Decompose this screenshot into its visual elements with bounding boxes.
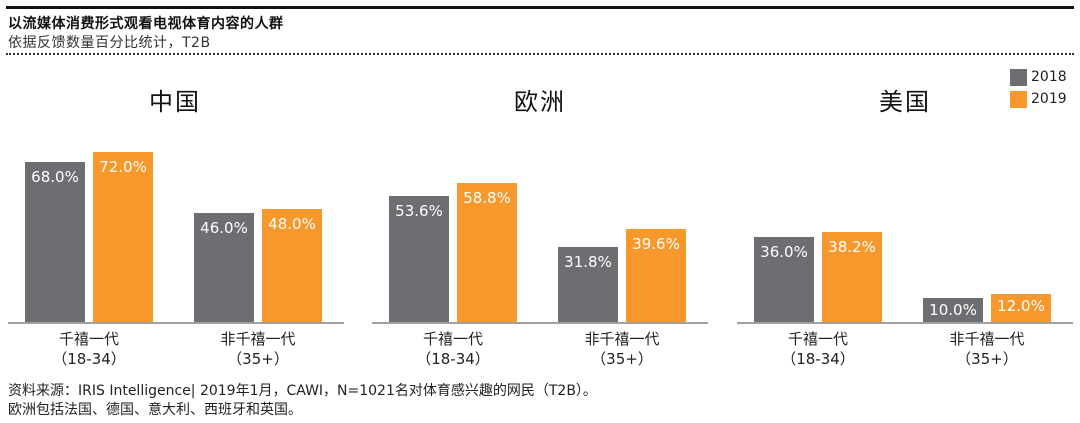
bar-2018: 68.0% [25, 162, 85, 322]
bar-value-label: 48.0% [268, 215, 316, 233]
category-name: 非千禧一代 [220, 330, 296, 348]
category-label: 非千禧一代 （35+） [542, 329, 702, 369]
bar-2019: 48.0% [262, 209, 322, 322]
x-axis-line [8, 322, 344, 324]
panel-title: 中国 [149, 88, 201, 116]
bar-value-label: 31.8% [564, 253, 612, 271]
bar-value-label: 12.0% [997, 297, 1045, 315]
bar-value-label: 53.6% [395, 202, 443, 220]
footnote-note: 欧洲包括法国、德国、意大利、西班牙和英国。 [8, 402, 302, 418]
category-age-range: （18-34） [52, 350, 126, 368]
bar-2018: 36.0% [754, 237, 814, 322]
dotted-divider [6, 53, 1074, 55]
x-axis-line [372, 322, 708, 324]
panel-1: 中国 68.0% 72.0% 千禧一代 （18-34） 46.0% 48.0% 非千禧一代 （3… [8, 0, 344, 423]
footnote: 资料来源：IRIS Intelligence| 2019年1月，CAWI，N=1… [8, 382, 597, 420]
category-label: 非千禧一代 （35+） [907, 329, 1067, 369]
category-label: 千禧一代 （18-34） [373, 329, 533, 369]
chart-subtitle: 依据反馈数量百分比统计，T2B [8, 35, 211, 51]
category-name: 非千禧一代 [584, 330, 660, 348]
legend: 2018 2019 [1010, 66, 1067, 110]
category-age-range: （18-34） [781, 350, 855, 368]
category-name: 千禧一代 [58, 330, 119, 348]
bar-value-label: 36.0% [760, 243, 808, 261]
bar-value-label: 68.0% [31, 168, 79, 186]
legend-swatch-2018 [1010, 68, 1027, 86]
bar-value-label: 72.0% [99, 158, 147, 176]
bar-value-label: 10.0% [929, 301, 977, 319]
category-label: 千禧一代 （18-34） [9, 329, 169, 369]
category-label: 非千禧一代 （35+） [178, 329, 338, 369]
legend-label: 2019 [1031, 91, 1067, 107]
footnote-source: 资料来源：IRIS Intelligence| 2019年1月，CAWI，N=1… [8, 383, 597, 399]
bar-2018: 46.0% [194, 213, 254, 322]
category-label: 千禧一代 （18-34） [738, 329, 898, 369]
panel-title: 美国 [879, 88, 931, 116]
panel-3: 美国 36.0% 38.2% 千禧一代 （18-34） 10.0% 12.0% 非千禧一代 （3… [737, 0, 1073, 423]
category-name: 千禧一代 [787, 330, 848, 348]
legend-label: 2018 [1031, 69, 1067, 85]
chart-title: 以流媒体消费形式观看电视体育内容的人群 [8, 16, 284, 32]
bar-value-label: 38.2% [828, 238, 876, 256]
bar-2019: 58.8% [457, 183, 517, 322]
bar-2018: 31.8% [558, 247, 618, 322]
bar-value-label: 39.6% [632, 235, 680, 253]
category-name: 千禧一代 [422, 330, 483, 348]
top-rule [6, 6, 1074, 9]
panel-title: 欧洲 [514, 88, 566, 116]
category-name: 非千禧一代 [949, 330, 1025, 348]
bar-2019: 38.2% [822, 232, 882, 322]
bar-2019: 39.6% [626, 229, 686, 322]
category-age-range: （18-34） [416, 350, 490, 368]
bar-2019: 12.0% [991, 294, 1051, 322]
category-age-range: （35+） [956, 350, 1018, 368]
legend-item-2019: 2019 [1010, 88, 1067, 110]
category-age-range: （35+） [227, 350, 289, 368]
legend-item-2018: 2018 [1010, 66, 1067, 88]
bar-2018: 10.0% [923, 298, 983, 322]
legend-swatch-2019 [1010, 90, 1027, 108]
bar-value-label: 58.8% [463, 189, 511, 207]
bar-value-label: 46.0% [200, 219, 248, 237]
panel-2: 欧洲 53.6% 58.8% 千禧一代 （18-34） 31.8% 39.6% 非千禧一代 （3… [372, 0, 708, 423]
x-axis-line [737, 322, 1073, 324]
category-age-range: （35+） [591, 350, 653, 368]
bar-2018: 53.6% [389, 196, 449, 322]
bar-2019: 72.0% [93, 152, 153, 322]
